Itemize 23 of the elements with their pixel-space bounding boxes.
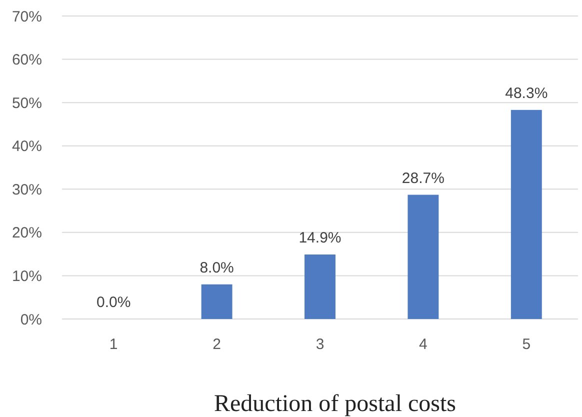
x-tick-label: 2	[212, 336, 221, 353]
bar	[304, 254, 336, 319]
bar	[201, 284, 232, 319]
data-label: 8.0%	[200, 259, 234, 276]
y-tick-label: 20%	[12, 224, 42, 242]
x-axis-title: Reduction of postal costs	[214, 391, 456, 417]
y-tick-label: 40%	[12, 138, 42, 156]
y-tick-label: 60%	[12, 52, 42, 69]
y-tick-label: 10%	[12, 268, 42, 285]
data-label: 14.9%	[298, 230, 342, 247]
bar	[510, 110, 542, 319]
y-tick-label: 50%	[12, 94, 42, 112]
data-label: 0.0%	[96, 294, 131, 311]
x-tick-label: 5	[522, 336, 531, 353]
x-tick-label: 1	[109, 336, 118, 353]
y-tick-label: 0%	[20, 311, 42, 328]
y-tick-label: 30%	[12, 181, 42, 198]
x-tick-label: 4	[419, 336, 428, 353]
data-label: 28.7%	[402, 170, 444, 187]
x-tick-label: 3	[316, 336, 324, 353]
y-tick-label: 70%	[12, 8, 42, 26]
bar	[408, 194, 439, 319]
data-label: 48.3%	[505, 84, 548, 102]
